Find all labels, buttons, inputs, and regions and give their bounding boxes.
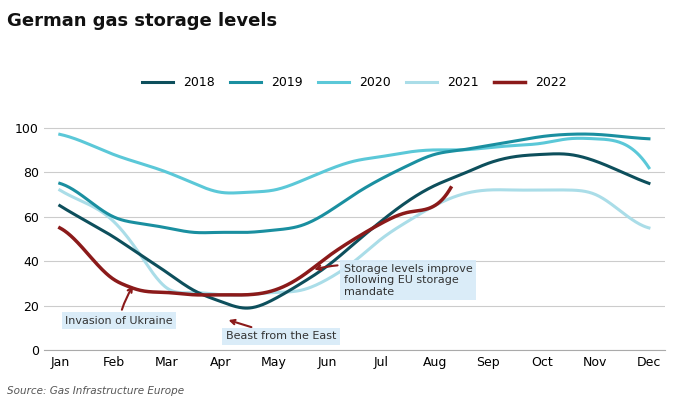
- Text: German gas storage levels: German gas storage levels: [7, 12, 277, 30]
- Text: Storage levels improve
following EU storage
mandate: Storage levels improve following EU stor…: [316, 264, 473, 297]
- Text: Beast from the East: Beast from the East: [226, 320, 336, 341]
- Text: Source: Gas Infrastructure Europe: Source: Gas Infrastructure Europe: [7, 386, 184, 396]
- Text: Invasion of Ukraine: Invasion of Ukraine: [65, 288, 173, 326]
- Legend: 2018, 2019, 2020, 2021, 2022: 2018, 2019, 2020, 2021, 2022: [137, 71, 572, 94]
